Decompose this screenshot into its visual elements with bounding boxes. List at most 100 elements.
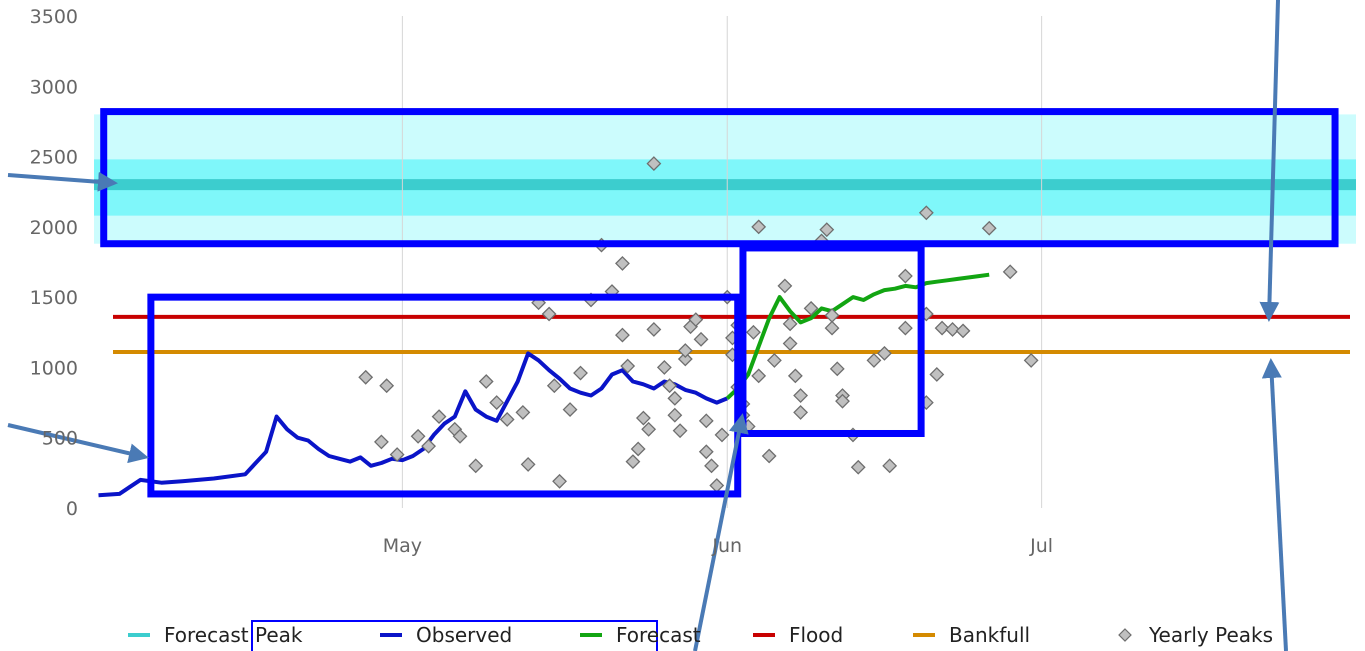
yearly-peak-point-26 — [620, 358, 636, 374]
legend-label-0: Forecast Peak — [164, 623, 303, 647]
observed-box — [147, 293, 742, 498]
yearly-peak-point-85 — [929, 367, 945, 382]
yearly-peak-point-5 — [421, 438, 436, 454]
yearly-peak-point-79 — [882, 458, 898, 474]
yearly-peak-point-29 — [635, 410, 651, 426]
legend-label-2: Forecast — [616, 623, 701, 647]
yearly-peak-point-91 — [1023, 352, 1039, 368]
yearly-peak-point-11 — [489, 395, 505, 410]
yearly-peak-point-86 — [934, 320, 950, 336]
yearly-peak-point-87 — [945, 322, 960, 337]
legend-label-3: Flood — [789, 623, 843, 647]
yearly-peak-point-1 — [379, 378, 395, 394]
observed-line — [98, 351, 728, 498]
yearly-peak-point-12 — [499, 412, 515, 427]
annotation-layer — [7, 0, 1339, 651]
yearly-peak-point-67 — [803, 300, 819, 316]
yearly-peak-point-8 — [452, 428, 468, 444]
legend-label-5: Yearly Peaks — [1148, 623, 1273, 647]
y-tick-label-7: 3500 — [30, 6, 78, 28]
yearly-peak-point-38 — [677, 351, 693, 367]
yearly-peak-point-57 — [751, 219, 767, 235]
yearly-peak-point-24 — [615, 255, 630, 271]
yearly-peak-point-76 — [850, 459, 866, 475]
yearly-peak-point-42 — [693, 331, 709, 347]
legend-label-4: Bankfull — [949, 623, 1030, 647]
yearly-peak-point-58 — [751, 368, 767, 384]
yearly-peak-point-88 — [955, 323, 971, 339]
y-tick-label-6: 3000 — [30, 76, 78, 98]
flood-arrow — [1259, 0, 1280, 322]
yearly-peak-point-25 — [615, 327, 630, 343]
yearly-peak-point-89 — [981, 220, 997, 236]
yearly-peak-point-44 — [698, 444, 714, 460]
yearly-peak-point-3 — [389, 447, 405, 463]
yearly-peak-point-34 — [662, 378, 678, 394]
observed-arrow — [7, 423, 149, 464]
y-tick-label-4: 2000 — [30, 217, 78, 239]
yearly-peak-point-16 — [541, 306, 557, 322]
yearly-peak-point-47 — [714, 427, 730, 443]
yearly-peak-point-63 — [782, 336, 798, 351]
yearly-peak-point-39 — [677, 343, 693, 358]
yearly-peak-point-17 — [546, 378, 562, 394]
yearly-peak-point-37 — [672, 423, 688, 439]
y-tick-label-3: 1500 — [30, 287, 78, 309]
yearly-peak-point-74 — [835, 393, 850, 409]
legend-label-1: Observed — [416, 623, 512, 647]
legend: Forecast Peak Observed Forecast Flood Bankfu… — [128, 623, 1273, 647]
yearly-peak-point-61 — [777, 278, 793, 294]
axis-labels-layer: 0 500 1000 1500 2000 2500 3000 3500 May Jun Jul — [30, 6, 1053, 557]
yearly-peak-point-41 — [688, 312, 704, 328]
yearly-peak-point-77 — [866, 352, 882, 368]
yearly-peak-point-46 — [709, 478, 725, 493]
yearly-peak-point-36 — [667, 407, 683, 423]
yearly-peak-point-62 — [782, 316, 798, 332]
y-tick-label-0: 0 — [66, 498, 78, 520]
yearly-peak-point-27 — [625, 454, 641, 470]
yearly-peak-point-80 — [897, 268, 913, 284]
legend-symbol-5 — [1118, 628, 1132, 642]
yearly-peak-point-72 — [829, 361, 845, 377]
grid-layer — [401, 16, 1043, 508]
y-tick-label-5: 2500 — [30, 147, 78, 169]
yearly-peak-point-6 — [431, 409, 447, 425]
yearly-peak-point-2 — [374, 434, 389, 450]
yearly-peak-point-65 — [793, 388, 809, 403]
yearly-peak-point-71 — [824, 320, 840, 336]
x-tick-label-2: Jul — [1029, 535, 1053, 557]
yearly-peak-point-30 — [641, 421, 657, 437]
yearly-peak-point-13 — [515, 404, 531, 420]
yearly-peak-point-28 — [630, 441, 646, 457]
forecast-start-arrow — [693, 413, 749, 651]
y-tick-label-2: 1000 — [30, 357, 78, 379]
yearly-peak-point-14 — [520, 457, 536, 472]
yearly-peak-point-66 — [793, 404, 809, 420]
bankfull-arrow — [1261, 358, 1288, 651]
yearly-peak-point-60 — [766, 352, 782, 368]
x-tick-label-1: Jun — [711, 535, 742, 557]
yearly-peak-point-18 — [552, 473, 567, 489]
y-tick-label-1: 500 — [42, 428, 78, 450]
yearly-peak-point-9 — [468, 458, 484, 474]
yearly-peak-point-19 — [562, 402, 578, 418]
yearly-peak-point-90 — [1002, 264, 1018, 280]
forecast-box — [739, 244, 925, 437]
yearly-peak-point-20 — [573, 365, 588, 381]
yearly-peak-point-43 — [698, 413, 714, 429]
yearly-peak-point-59 — [761, 448, 777, 464]
yearly-peak-point-0 — [358, 369, 374, 385]
yearly-peak-point-45 — [704, 458, 719, 474]
forecast-peak-arrow — [7, 171, 118, 192]
yearly-peak-point-35 — [667, 390, 683, 406]
yearly-peak-point-69 — [819, 222, 835, 238]
yearly-peak-point-4 — [410, 428, 426, 444]
yearly-peak-point-78 — [877, 345, 892, 361]
forecast-line — [725, 272, 990, 400]
yearly-peak-point-82 — [918, 205, 934, 221]
series-layer — [98, 272, 990, 498]
yearly-peak-point-31 — [646, 156, 662, 172]
yearly-peak-point-32 — [646, 322, 662, 337]
yearly-peak-point-56 — [746, 324, 761, 340]
yearly-peak-point-64 — [787, 368, 803, 384]
